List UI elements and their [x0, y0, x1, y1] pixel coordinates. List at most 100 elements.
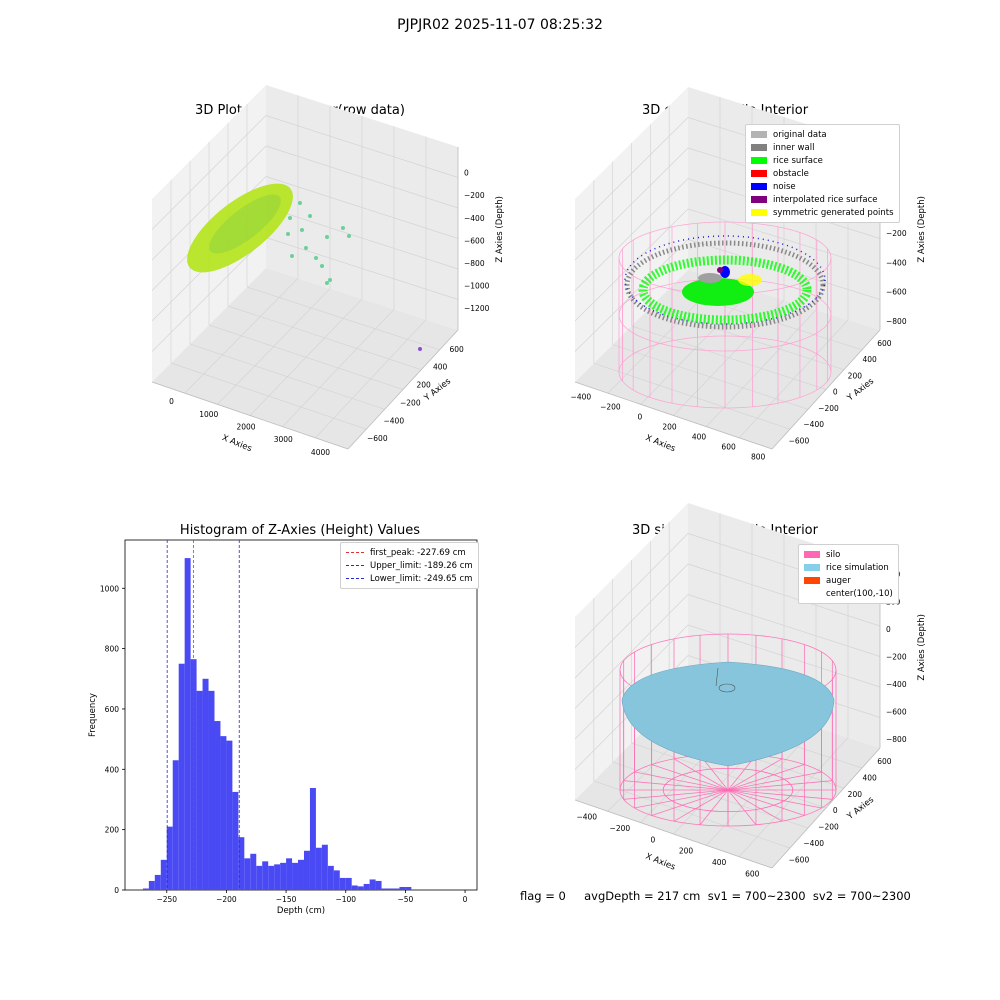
p4-silo-floor-spoke: [727, 764, 805, 791]
p1-z-tick-label: −800: [464, 259, 485, 268]
histogram-bar: [208, 690, 215, 890]
histogram-bar: [178, 663, 185, 890]
p4-z-tick-label: 0: [886, 625, 891, 634]
p4-x-label: X Axies: [644, 852, 677, 873]
legend-swatch: [751, 183, 767, 190]
p4-x-tick-label: 600: [745, 870, 760, 879]
histogram-bar: [351, 885, 358, 890]
p2-z-tick-label: −200: [886, 229, 907, 238]
p2-x-tick-label: 0: [638, 412, 643, 421]
p2-rice-surface-core: [682, 278, 754, 306]
p4-grid: [574, 594, 689, 709]
p4-silo-top: [619, 633, 837, 707]
p1-z-tick-label: −1000: [464, 281, 490, 290]
p1-surface-ring: [187, 183, 293, 273]
p2-noise-ring: [624, 235, 826, 325]
histogram-bar: [244, 858, 251, 890]
p2-grid: [574, 178, 689, 291]
histogram-bar: [142, 888, 149, 890]
p4-silo-floor-spoke: [634, 771, 729, 791]
p1-z-label: Z Axies (Depth): [495, 196, 505, 263]
legend-item: first_peak: -227.69 cm: [346, 546, 473, 559]
p4-grid: [687, 624, 881, 688]
legend-swatch: [751, 131, 767, 138]
legend-swatch: [346, 578, 364, 579]
histogram-bar: [381, 888, 388, 890]
legend-label: Upper_limit: -189.26 cm: [370, 560, 473, 571]
p2-silo-top: [618, 221, 832, 295]
legend-swatch: [804, 590, 820, 597]
p1-y-tick-label: 600: [450, 345, 465, 354]
p1-scatter-point: [304, 246, 308, 250]
histogram-bar: [357, 886, 364, 890]
p2-grid: [631, 325, 827, 390]
p2-silo-mid: [618, 278, 832, 352]
histogram-x-label: Depth (cm): [277, 906, 325, 916]
simulation-legend: silo rice simulation auger center(100,-10): [798, 544, 899, 604]
p1-grid: [246, 286, 440, 351]
p4-silo-bottom: [619, 753, 837, 827]
histogram-bar: [280, 862, 287, 890]
p1-grid: [170, 362, 367, 430]
histogram-x-tick-label: −200: [216, 895, 237, 904]
p1-scatter-point: [300, 228, 304, 232]
histogram-y-tick-label: 1000: [100, 584, 119, 593]
legend-label: inner wall: [773, 142, 815, 153]
p2-grid: [687, 239, 881, 300]
p1-scatter-point: [341, 226, 345, 230]
p4-y-axis-line: [771, 747, 881, 869]
legend-swatch: [751, 196, 767, 203]
p1-y-label: Y Axies: [422, 376, 454, 404]
legend-label: obstacle: [773, 168, 809, 179]
p1-grid: [184, 278, 299, 394]
p2-z-label: Z Axies (Depth): [917, 196, 927, 263]
p4-silo-floor-ring: [662, 768, 794, 813]
p1-y-axis-line: [347, 329, 459, 450]
histogram-y-tick-label: 600: [105, 705, 120, 714]
p1-x-tick-label: 4000: [311, 448, 330, 457]
legend-label: original data: [773, 129, 827, 140]
p4-grid: [640, 706, 753, 823]
p4-silo-floor-spoke: [727, 789, 783, 822]
legend-item: Lower_limit: -249.65 cm: [346, 572, 473, 585]
p1-y-tick-label: 200: [417, 381, 432, 390]
p2-x-axis-line: [574, 381, 773, 450]
p2-pane-floor: [575, 270, 880, 449]
legend-label: auger: [826, 575, 851, 586]
histogram-title: Histogram of Z-Axies (Height) Values: [179, 523, 421, 538]
histogram-bar: [166, 826, 173, 890]
p1-grid: [151, 176, 267, 291]
p2-x-tick-label: 600: [721, 443, 736, 452]
histogram-bar: [172, 760, 179, 890]
p2-x-tick-label: 400: [692, 433, 707, 442]
p1-grid: [249, 298, 363, 416]
legend-label: noise: [773, 181, 796, 192]
p4-z-tick-label: −600: [886, 707, 907, 716]
p1-pane-left: [152, 85, 266, 382]
p2-y-tick-label: 600: [877, 339, 892, 348]
histogram-legend: first_peak: -227.69 cm Upper_limit: -189.…: [340, 542, 479, 589]
p4-grid: [631, 742, 827, 809]
p1-x-tick-label: 2000: [236, 423, 255, 432]
p4-grid: [607, 696, 721, 812]
legend-swatch: [751, 170, 767, 177]
p1-grid: [265, 115, 459, 178]
histogram-y-tick-label: 400: [105, 765, 120, 774]
p4-silo-floor-spoke: [727, 758, 783, 791]
histogram-bar: [363, 883, 370, 890]
p1-scatter-point: [298, 201, 302, 205]
p1-scatter-point: [347, 234, 351, 238]
p2-x-label: X Axies: [644, 433, 677, 454]
histogram-x-tick-label: −100: [335, 895, 356, 904]
p1-grid: [189, 343, 385, 410]
p1-y-tick-label: 400: [433, 363, 448, 372]
p2-grid: [738, 319, 849, 439]
p1-y-tick-label: −200: [400, 398, 421, 407]
p4-auger: [718, 683, 736, 693]
p1-z-tick-label: −400: [464, 214, 485, 223]
legend-swatch: [804, 551, 820, 558]
p2-y-label: Y Axies: [845, 376, 877, 404]
p2-z-tick-label: −400: [886, 258, 907, 267]
p4-pane-floor: [575, 686, 880, 868]
status-footer: flag = 0 avgDepth = 217 cm sv1 = 700~230…: [520, 889, 911, 903]
